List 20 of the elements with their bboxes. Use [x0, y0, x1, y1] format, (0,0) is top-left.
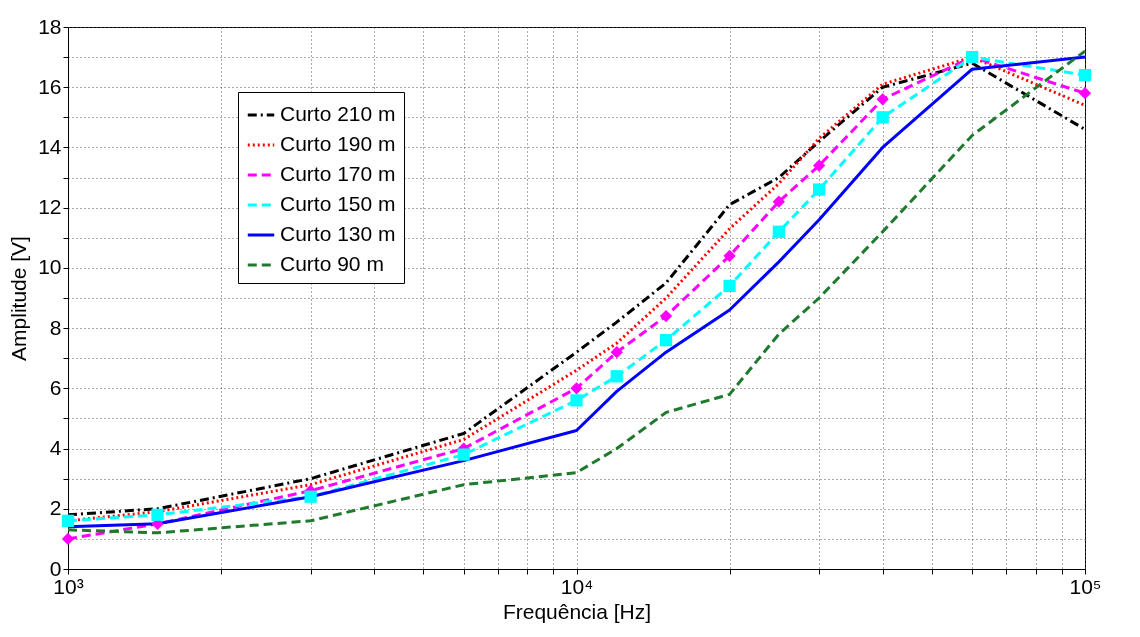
- y-tick-label: 14: [38, 134, 62, 158]
- legend-label: Curto 150 m: [280, 192, 396, 215]
- y-tick-label: 4: [49, 436, 62, 460]
- y-tick-label: 16: [38, 74, 62, 98]
- legend-label: Curto 170 m: [280, 162, 396, 185]
- legend-label: Curto 210 m: [280, 102, 396, 125]
- y-tick-label: 8: [49, 315, 62, 339]
- y-tick-label: 6: [49, 375, 62, 399]
- x-tick-label: 10⁴: [560, 574, 594, 598]
- legend-label: Curto 130 m: [280, 222, 396, 245]
- legend-label: Curto 190 m: [280, 132, 396, 155]
- x-tick-label: 10⁵: [1069, 574, 1102, 598]
- y-tick-label: 2: [49, 496, 62, 520]
- y-tick-label: 10: [38, 255, 62, 279]
- y-tick-label: 18: [38, 14, 62, 38]
- y-tick-label: 12: [38, 195, 62, 219]
- x-axis-title: Frequência [Hz]: [502, 599, 652, 623]
- y-tick-label: 0: [49, 556, 62, 580]
- legend-label: Curto 90 m: [280, 252, 384, 275]
- y-axis-title: Amplitude [V]: [7, 236, 31, 361]
